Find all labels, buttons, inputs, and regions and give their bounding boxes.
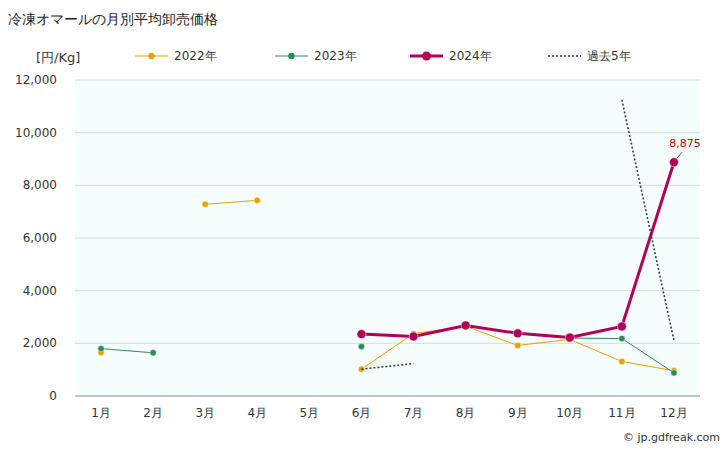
legend-marker — [288, 53, 294, 59]
y-tick-label: 0 — [49, 389, 57, 403]
series-marker — [202, 201, 208, 207]
x-tick-label: 8月 — [456, 406, 476, 420]
series-line — [205, 200, 674, 370]
x-tick-label: 1月 — [91, 406, 111, 420]
legend-marker — [148, 53, 154, 59]
x-tick-label: 6月 — [352, 406, 372, 420]
x-tick-label: 3月 — [195, 406, 215, 420]
y-tick-label: 6,000 — [23, 231, 57, 245]
source: © jp.gdfreak.com — [623, 431, 720, 444]
series-marker — [409, 332, 418, 341]
series-marker — [513, 329, 522, 338]
x-tick-label: 7月 — [404, 406, 424, 420]
series-marker — [617, 322, 626, 331]
grid-line — [75, 343, 700, 344]
title: 冷凍オマールの月別平均卸売価格 — [8, 11, 218, 27]
series-marker — [515, 342, 521, 348]
series-marker — [619, 335, 625, 341]
series-marker — [357, 330, 366, 339]
plot-area — [75, 80, 700, 396]
y-tick-label: 12,000 — [15, 73, 57, 87]
series-marker — [358, 366, 364, 372]
series-marker — [461, 321, 470, 330]
grid-line — [75, 80, 700, 81]
series-marker — [98, 345, 104, 351]
y-label: [円/Kg] — [36, 50, 80, 65]
series-marker — [669, 158, 678, 167]
series-marker — [671, 370, 677, 376]
legend-label: 2023年 — [314, 49, 357, 63]
x-tick-label: 11月 — [608, 406, 635, 420]
series-line — [361, 100, 673, 369]
series-marker — [358, 343, 364, 349]
x-tick-label: 5月 — [300, 406, 320, 420]
annotation: 8,875 — [669, 137, 701, 150]
legend-label: 2024年 — [449, 49, 492, 63]
x-tick-label: 4月 — [247, 406, 267, 420]
x-tick-label: 2月 — [143, 406, 163, 420]
y-tick-label: 10,000 — [15, 126, 57, 140]
grid-line — [75, 185, 700, 186]
series-marker — [150, 350, 156, 356]
x-tick-label: 9月 — [508, 406, 528, 420]
grid-line — [75, 132, 700, 133]
y-tick-label: 8,000 — [23, 178, 57, 192]
data-group — [98, 100, 679, 376]
series-marker — [254, 197, 260, 203]
series-marker — [619, 358, 625, 364]
legend-marker — [422, 52, 431, 61]
x-tick-label: 10月 — [556, 406, 583, 420]
annotation-leader — [677, 152, 682, 158]
x-tick-label: 12月 — [660, 406, 687, 420]
y-tick-label: 2,000 — [23, 336, 57, 350]
grid-line — [75, 238, 700, 239]
legend-label: 2022年 — [174, 49, 217, 63]
grid-line — [75, 396, 700, 397]
legend-label: 過去5年 — [587, 49, 631, 63]
series-marker — [565, 333, 574, 342]
series-line — [361, 162, 673, 337]
grid-line — [75, 290, 700, 291]
x-axis — [75, 396, 700, 397]
y-tick-label: 4,000 — [23, 284, 57, 298]
legend-line — [548, 55, 581, 57]
